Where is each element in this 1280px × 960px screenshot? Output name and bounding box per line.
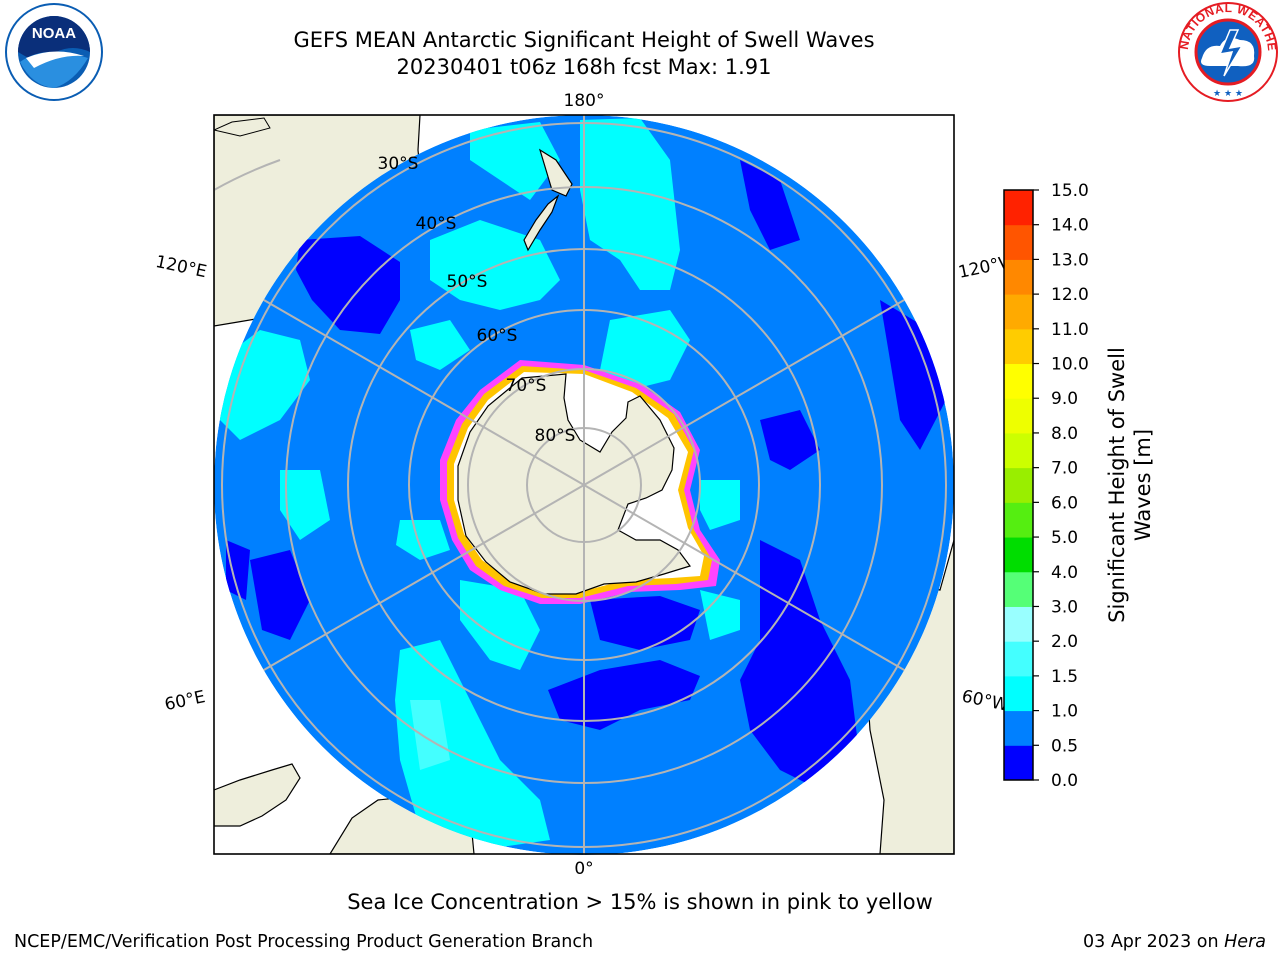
colorbar-segment <box>1004 328 1033 365</box>
footer-machine: Hera <box>1224 932 1266 952</box>
tasmania-land <box>214 117 271 137</box>
colorbar-tick-label: 7.0 <box>1051 459 1078 479</box>
footer-credit: NCEP/EMC/Verification Post Processing Pr… <box>14 932 594 952</box>
swell-low-region <box>296 236 400 334</box>
swell-low-region <box>226 540 250 600</box>
swell-mid-region <box>410 320 470 370</box>
colorbar-frame <box>1003 189 1034 781</box>
swell-mid-region <box>600 310 690 390</box>
colorbar-tick-label: 4.0 <box>1051 563 1078 583</box>
swell-mid-region <box>396 520 450 560</box>
colorbar-segment <box>1004 190 1033 226</box>
noaa-logo: NOAA <box>5 3 103 101</box>
colorbar-tick-label: 6.0 <box>1051 493 1078 513</box>
noaa-logo-text: NOAA <box>32 25 76 42</box>
colorbar-tick-label: 14.0 <box>1051 216 1089 236</box>
colorbar-tick-label: 1.0 <box>1051 702 1078 722</box>
swell-mid-region <box>395 640 550 850</box>
swell-mid-region <box>280 470 330 540</box>
swell-low-region <box>760 410 820 470</box>
nws-logo: NATIONAL WEATHER SERVICE ★ ★ ★ <box>1176 0 1279 102</box>
colorbar-segment <box>1004 259 1033 295</box>
colorbar-tick-label: 12.0 <box>1051 285 1089 305</box>
swell-mid-region <box>470 122 560 200</box>
lon-label-60w: 60°W <box>960 686 1010 715</box>
colorbar-segment <box>1004 467 1033 503</box>
swell-mid-region <box>220 330 310 440</box>
colorbar-segment <box>1004 745 1033 781</box>
svg-text:★ ★ ★: ★ ★ ★ <box>1213 89 1243 99</box>
colorbar-segment <box>1004 294 1033 330</box>
colorbar-tick-label: 13.0 <box>1051 250 1089 270</box>
chart-title-line1: GEFS MEAN Antarctic Significant Height o… <box>293 28 875 52</box>
new-zealand-land <box>538 148 573 197</box>
madagascar-land <box>214 763 301 827</box>
swell-mid-region <box>580 118 680 290</box>
lat-label-60s: 60°S <box>477 326 518 346</box>
chart-title-line2: 20230401 t06z 168h fcst Max: 1.91 <box>396 55 772 79</box>
colorbar-tick-label: 8.0 <box>1051 424 1078 444</box>
colorbar-tick-label: 9.0 <box>1051 389 1078 409</box>
footer-date: 03 Apr 2023 on Hera <box>1083 932 1266 952</box>
lat-label-50s: 50°S <box>447 272 488 292</box>
lat-label-70s: 70°S <box>506 376 547 396</box>
colorbar-label-line1: Significant Height of Swell <box>1105 347 1129 623</box>
lon-label-120e: 120°E <box>154 252 209 282</box>
swell-mid-region <box>700 480 740 530</box>
swell-low-region <box>250 550 310 640</box>
colorbar-label-line2: Waves [m] <box>1131 429 1155 541</box>
lat-label-80s: 80°S <box>535 426 576 446</box>
swell-low-region <box>740 540 860 790</box>
colorbar-segment <box>1004 502 1033 538</box>
colorbar: 0.0 0.5 1.0 1.5 2.0 3.0 4.0 5.0 6.0 7.0 8.0 9.0 10.0… <box>1003 181 1089 791</box>
colorbar-tick-label: 1.5 <box>1051 667 1078 687</box>
colorbar-tick-label: 10.0 <box>1051 355 1089 375</box>
colorbar-tick-label: 5.0 <box>1051 528 1078 548</box>
colorbar-tick-label: 2.0 <box>1051 632 1078 652</box>
lon-label-0: 0° <box>574 859 593 879</box>
antarctica-land <box>457 373 691 595</box>
colorbar-segment <box>1004 537 1033 573</box>
swell-low-region <box>548 660 700 730</box>
lon-label-60e: 60°E <box>163 687 207 715</box>
colorbar-segment <box>1004 606 1033 642</box>
swell-mid-region <box>700 590 740 640</box>
colorbar-tick-label: 0.5 <box>1051 736 1078 756</box>
colorbar-segment <box>1004 641 1033 677</box>
colorbar-tick-label: 3.0 <box>1051 597 1078 617</box>
colorbar-tick-label: 0.0 <box>1051 771 1078 791</box>
new-zealand-land <box>523 194 560 252</box>
colorbar-segment <box>1004 710 1033 746</box>
colorbar-segment <box>1004 571 1033 607</box>
lat-label-40s: 40°S <box>416 214 457 234</box>
colorbar-segment <box>1004 675 1033 712</box>
swell-mid2-region <box>410 700 450 770</box>
colorbar-tick-label: 11.0 <box>1051 320 1089 340</box>
colorbar-tick-label: 15.0 <box>1051 181 1089 201</box>
lat-label-30s: 30°S <box>378 154 419 174</box>
colorbar-segment <box>1004 224 1033 260</box>
colorbar-segment <box>1004 363 1033 399</box>
footer-date-text: 03 Apr 2023 on <box>1083 932 1225 952</box>
swell-low-region <box>740 160 800 250</box>
colorbar-segment <box>1004 398 1033 434</box>
sea-ice-note: Sea Ice Concentration > 15% is shown in … <box>347 890 933 914</box>
lon-label-180: 180° <box>564 91 605 111</box>
colorbar-segment <box>1004 432 1033 469</box>
